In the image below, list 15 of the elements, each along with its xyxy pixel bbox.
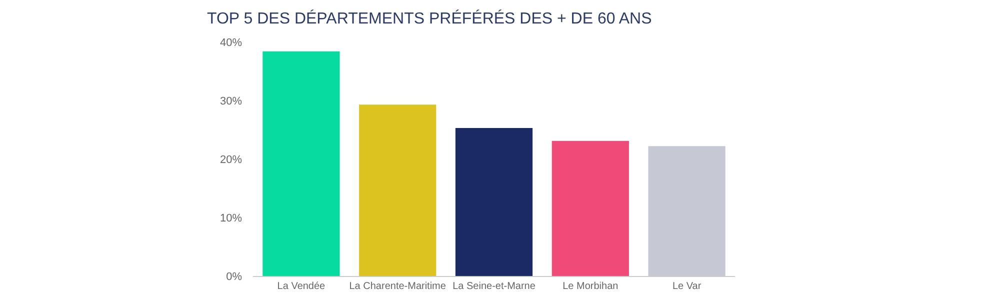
bar — [359, 104, 436, 276]
bar — [455, 128, 533, 276]
x-tick-label: Le Var — [672, 281, 702, 292]
y-tick-label: 10% — [220, 212, 242, 224]
y-tick-label: 30% — [220, 95, 242, 108]
bar — [262, 51, 340, 276]
x-tick-label: La Vendée — [277, 281, 326, 292]
x-tick-label: La Seine-et-Marne — [452, 281, 536, 292]
x-tick-label: Le Morbihan — [562, 281, 618, 292]
chart-title: TOP 5 DES DÉPARTEMENTS PRÉFÉRÉS DES + DE 60 ANS — [207, 10, 652, 28]
bar — [552, 140, 629, 276]
y-tick-label: 0% — [226, 270, 242, 283]
y-tick-label: 20% — [220, 154, 242, 166]
x-tick-label: La Charente-Maritime — [349, 281, 446, 292]
y-tick-label: 40% — [220, 36, 242, 49]
